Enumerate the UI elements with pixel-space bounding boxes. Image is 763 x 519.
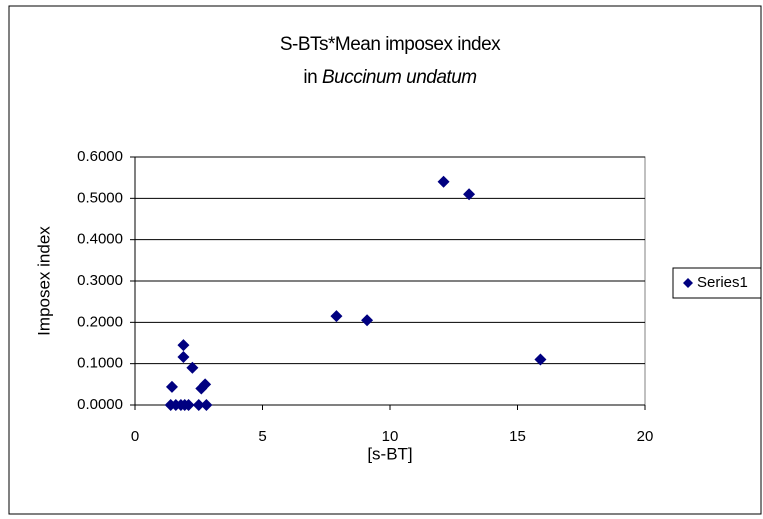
y-axis-title: Imposex index	[34, 226, 53, 336]
chart-title: S-BTs*Mean imposex index	[280, 34, 501, 55]
point	[177, 351, 190, 364]
point	[534, 353, 547, 366]
legend-marker	[683, 278, 693, 288]
point	[361, 314, 374, 327]
title-part: in	[303, 67, 317, 88]
y-tick-label: 0.0000	[77, 396, 123, 413]
x-tick-label: 10	[382, 428, 399, 445]
x-tick-label: 20	[637, 428, 654, 445]
y-tick-label: 0.6000	[77, 148, 123, 165]
point	[199, 378, 212, 391]
point	[463, 188, 476, 201]
point	[437, 175, 450, 188]
point	[182, 399, 195, 411]
x-tick-label: 15	[509, 428, 526, 445]
x-axis-title: [s-BT]	[367, 444, 412, 463]
point	[186, 361, 199, 374]
point	[200, 399, 213, 411]
y-tick-label: 0.4000	[77, 231, 123, 248]
y-tick-label: 0.1000	[77, 355, 123, 372]
title-species: Buccinum undatum	[322, 67, 477, 88]
y-tick-label: 0.3000	[77, 272, 123, 289]
y-tick-label: 0.2000	[77, 313, 123, 330]
chart-title: in Buccinum undatum	[303, 67, 476, 88]
point	[165, 380, 178, 393]
y-tick-label: 0.5000	[77, 189, 123, 206]
x-tick-label: 0	[131, 428, 139, 445]
point	[192, 399, 205, 411]
point	[177, 339, 190, 352]
x-tick-label: 5	[258, 428, 266, 445]
legend-label: Series1	[697, 274, 748, 291]
point	[330, 310, 343, 323]
